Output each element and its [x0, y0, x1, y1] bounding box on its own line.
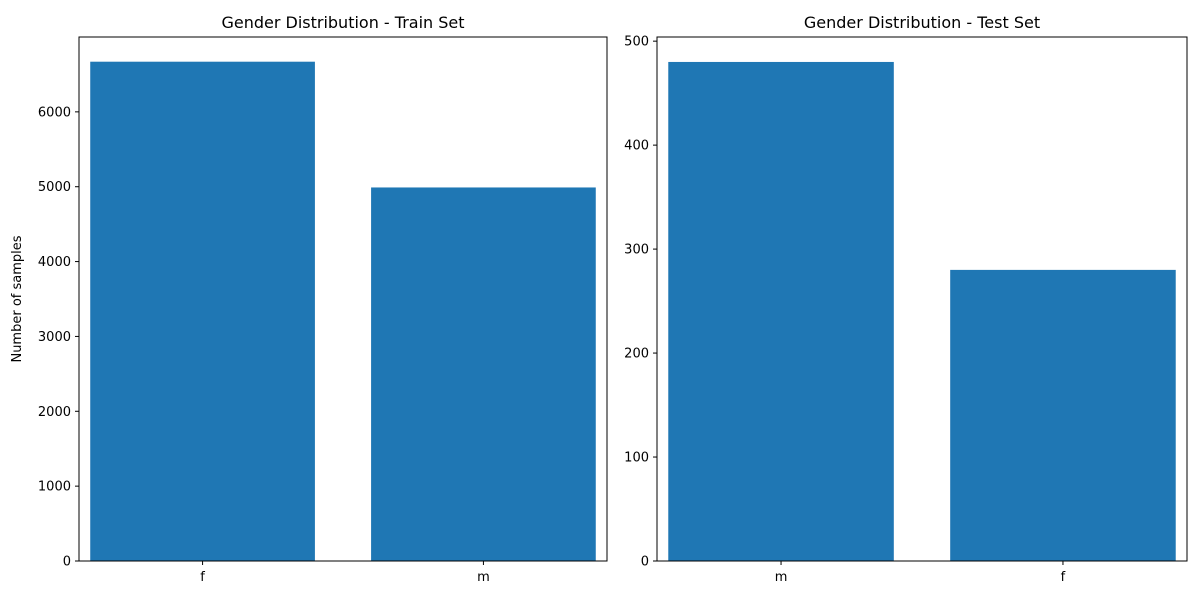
chart-title: Gender Distribution - Train Set — [221, 13, 464, 32]
bar-f — [90, 61, 315, 562]
plot-frame — [78, 36, 608, 562]
y-axis-label: Number of samples — [10, 235, 25, 362]
bar-m — [668, 61, 894, 561]
y-tick-label: 0 — [63, 555, 71, 570]
plot-frame — [656, 36, 1188, 562]
y-tick-label: 0 — [641, 555, 649, 570]
y-tick-label: 4000 — [38, 255, 71, 270]
x-tick-label: f — [1061, 570, 1066, 585]
x-tick-label: f — [200, 570, 205, 585]
y-tick-label: 6000 — [38, 105, 71, 120]
x-tick-label: m — [775, 570, 788, 585]
y-ticks-group: 0 1000 2000 3000 4000 5000 6000 — [38, 105, 79, 570]
bar-m — [371, 187, 596, 561]
y-tick-label: 1000 — [38, 480, 71, 495]
bar-f — [950, 269, 1176, 561]
y-tick-label: 200 — [624, 347, 649, 362]
y-tick-label: 3000 — [38, 330, 71, 345]
train-set-panel: Gender Distribution - Train Set Number o… — [10, 13, 608, 585]
y-tick-label: 2000 — [38, 405, 71, 420]
y-tick-label: 500 — [624, 35, 649, 50]
y-tick-label: 100 — [624, 451, 649, 466]
test-set-panel: Gender Distribution - Test Set 0 100 200 30… — [624, 13, 1188, 585]
x-tick-label: m — [477, 570, 490, 585]
chart-title: Gender Distribution - Test Set — [804, 13, 1040, 32]
y-tick-label: 400 — [624, 139, 649, 154]
y-tick-label: 300 — [624, 243, 649, 258]
y-ticks-group: 0 100 200 300 400 500 — [624, 35, 657, 570]
bars-group — [90, 61, 596, 562]
y-tick-label: 5000 — [38, 180, 71, 195]
bars-group — [668, 61, 1176, 561]
